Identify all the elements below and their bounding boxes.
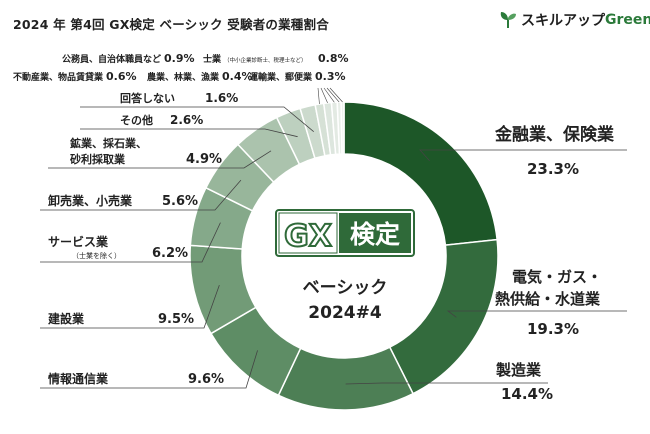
small-item-3-label: 不動産業、物品賃貸業: [13, 71, 104, 83]
leader-line-4: [40, 350, 258, 389]
slice-pct-10: 1.6%: [205, 91, 238, 105]
small-leader-5: [329, 87, 343, 103]
leader-line-7: [40, 179, 242, 211]
gx-logo-right-box: [339, 213, 411, 253]
small-item-1-pct: 0.9%: [164, 52, 195, 65]
sprout-icon: [500, 12, 516, 28]
small-category-list: 公務員、自治体職員など 0.9% 士業 （中小企業診断士、税理士など） 0.8% 不動産業…: [13, 52, 349, 104]
leader-lines: [40, 106, 627, 389]
slice-label-10: 回答しない: [120, 91, 175, 105]
gx-logo-text: GX: [284, 219, 332, 254]
slice-pct-4: 9.6%: [188, 372, 224, 387]
small-item-1-label: 公務員、自治体職員など: [62, 53, 161, 65]
small-item-4-pct: 0.4%: [222, 70, 253, 83]
center-subtitle: ベーシック: [303, 278, 388, 298]
leader-line-8: [48, 150, 272, 169]
small-leader-1: [317, 87, 320, 104]
brand-accent: Green: [605, 12, 650, 28]
slice-label-8-line2: 砂利採取業: [70, 152, 126, 166]
kentei-logo-text: 検定: [350, 220, 400, 249]
slice-labels: 回答しない 1.6% その他 2.6% 鉱業、採石業、砂利採取業 4.9% 卸売業、小売業 5…: [47, 91, 614, 403]
small-item-2-label: 士業: [203, 53, 222, 65]
slice-label-4: 情報通信業: [48, 371, 109, 386]
slice-label-6: サービス業: [48, 234, 109, 249]
brand-logo: スキルアップ Green: [498, 10, 650, 30]
center-edition: 2024#4: [308, 303, 382, 323]
slice-pct-9: 2.6%: [170, 113, 203, 127]
slice-label-2-line2: 熱供給・水道業: [495, 290, 601, 308]
leader-line-3: [345, 382, 548, 385]
donut-slices: [189, 101, 499, 411]
slice-pct-6: 6.2%: [152, 246, 188, 261]
slice-label-1: 金融業、保険業: [494, 124, 614, 145]
slice-label-5: 建設業: [47, 311, 85, 326]
small-leader-3: [323, 87, 335, 103]
slice-pct-5: 9.5%: [158, 312, 194, 327]
leader-line-9: [80, 128, 298, 138]
slice-pct-2: 19.3%: [527, 320, 579, 338]
slice-pct-3: 14.4%: [501, 385, 553, 403]
donut-slice-15: [340, 101, 345, 155]
slice-label-8: 鉱業、採石業、: [70, 136, 147, 150]
slice-label-3: 製造業: [495, 361, 542, 379]
donut-slice-2: [388, 238, 499, 395]
leader-line-6: [40, 222, 221, 263]
small-item-5-label: 運輸業、郵便業: [249, 71, 313, 83]
leader-line-10: [80, 106, 314, 132]
leader-line-1: [419, 149, 627, 162]
small-item-3-pct: 0.6%: [106, 70, 137, 83]
leader-line-5: [40, 284, 220, 329]
slice-pct-7: 5.6%: [162, 194, 198, 209]
slice-label-note-6: （士業を除く）: [72, 251, 121, 260]
slice-label-2: 電気・ガス・: [512, 268, 602, 286]
small-item-2-pct: 0.8%: [318, 52, 349, 65]
slice-label-9: その他: [120, 113, 153, 127]
slice-label-7: 卸売業、小売業: [48, 193, 133, 208]
slice-pct-8: 4.9%: [186, 152, 222, 167]
small-leader-4: [326, 87, 340, 103]
gx-logo-left-box: [278, 212, 338, 254]
slice-pct-1: 23.3%: [527, 160, 579, 178]
small-item-4-label: 農業、林業、漁業: [147, 71, 220, 83]
leader-line-2: [446, 310, 627, 318]
brand-name: スキルアップ: [521, 13, 605, 29]
small-leader-2: [320, 87, 328, 103]
donut-slice-3: [277, 346, 415, 411]
small-item-2-note: （中小企業診断士、税理士など）: [224, 56, 307, 64]
small-item-5-pct: 0.3%: [315, 70, 346, 83]
chart-title: 2024 年 第4回 GX検定 ベーシック 受験者の業種割合: [13, 17, 329, 32]
